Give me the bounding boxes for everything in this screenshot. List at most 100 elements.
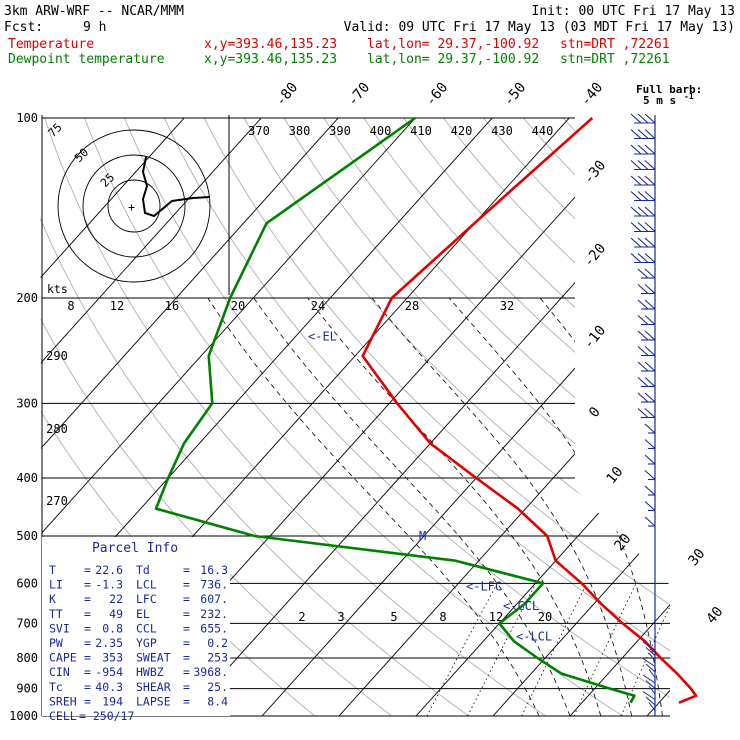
mixing-ratio-label: 20: [231, 299, 245, 313]
wind-barb: [630, 222, 642, 232]
hodograph-ring-25: [107, 179, 161, 233]
wind-barb: [644, 454, 656, 465]
parcel-equals: =: [183, 607, 190, 621]
theta-label: 390: [329, 124, 351, 138]
parcel-key: PW: [49, 636, 63, 650]
barb-key-title: Full barb:: [636, 83, 702, 96]
wind-barb: [644, 175, 656, 186]
mixing-ratio-label: 12: [110, 299, 124, 313]
level-marker: <-EL: [308, 330, 337, 344]
parcel-level-markers: <-EL M <-LFC<-CCL <-LCL: [308, 330, 552, 644]
wind-barb: [637, 175, 649, 186]
wind-barb: [637, 253, 649, 263]
barb-key-exponent: -1: [684, 92, 694, 101]
barb-key: Full barb: 5 m s -1: [636, 83, 702, 107]
theta-label: 410: [410, 124, 432, 138]
wind-barb: [637, 346, 649, 356]
parcel-value: 253: [207, 651, 228, 665]
level-marker: <-LFC: [466, 579, 502, 593]
isotherm-label: -30: [581, 158, 610, 188]
parcel-value: 607.: [200, 592, 228, 606]
wind-barb: [637, 268, 649, 279]
wind-barb: [644, 423, 656, 434]
wind-barb: [637, 284, 649, 294]
header: 3km ARW-WRF -- NCAR/MMM Init: 00 UTC Fri…: [4, 4, 735, 67]
dry-adiabat: [163, 117, 670, 716]
isotherm-label: 30: [685, 546, 708, 569]
theta-label: 370: [248, 124, 270, 138]
mixing-ratio-label: 5: [390, 610, 397, 624]
init-time: Init: 00 UTC Fri 17 May 13: [532, 4, 736, 19]
wind-barb: [637, 361, 649, 372]
theta-label: 290: [46, 349, 68, 363]
temperature-location: x,y=393.46,135.23: [204, 37, 337, 52]
parcel-key: SHEAR: [136, 680, 171, 694]
wind-barb: [642, 658, 656, 667]
wind-barb: [630, 206, 642, 217]
wind-barb: [644, 408, 656, 418]
hodograph-label-50: 50: [72, 145, 92, 165]
mixing-ratio-label: 8: [439, 610, 446, 624]
wind-barb: [642, 691, 656, 700]
wind-barb: [644, 315, 656, 325]
parcel-key: CCL: [136, 621, 157, 635]
theta-label: 430: [491, 124, 513, 138]
forecast-hour: 9 h: [83, 20, 106, 35]
isotherm-line: [724, 118, 740, 716]
parcel-value: 3968.: [193, 665, 228, 679]
parcel-equals: =: [183, 636, 190, 650]
isotherm-line: [415, 117, 670, 716]
isotherm-line: [338, 117, 670, 716]
wind-barb: [644, 222, 656, 232]
wind-barb: [630, 129, 642, 139]
parcel-key: LCL: [136, 578, 157, 592]
wind-barb: [637, 160, 649, 170]
temperature-legend: Temperature: [8, 37, 94, 52]
hodograph-label-75: 75: [45, 120, 65, 140]
hodograph-ring-75: [57, 129, 211, 283]
theta-label: 400: [370, 124, 392, 138]
wind-barb: [644, 191, 656, 201]
parcel-equals: =: [183, 694, 190, 708]
parcel-info-title: Parcel Info: [92, 541, 178, 556]
wind-barb: [630, 113, 642, 124]
parcel-value: 40.3: [95, 680, 123, 694]
mixing-ratio-line: [467, 583, 537, 716]
parcel-key: LI: [49, 578, 63, 592]
parcel-info-panel: Parcel Info T = 22.6 Td = 16.3 LI = -1.3 LCL = 736.…: [42, 537, 230, 723]
moist-adiabat: [730, 298, 740, 716]
parcel-value: 194: [102, 694, 123, 708]
pressure-label-300: 300: [16, 396, 38, 410]
parcel-equals: =: [183, 621, 190, 635]
hodograph: 75 50 25 + kts: [45, 115, 230, 296]
dewpoint-legend: Dewpoint temperature: [8, 52, 165, 67]
parcel-equals: =: [84, 592, 91, 606]
temperature-station: stn=DRT ,72261: [560, 37, 670, 52]
wind-barb: [644, 439, 656, 449]
wind-barb: [644, 253, 656, 263]
isotherm-label: 40: [703, 604, 726, 627]
isotherm-line: [492, 117, 670, 716]
parcel-equals: =: [84, 636, 91, 650]
wind-barb: [644, 129, 656, 139]
wind-barb: [637, 377, 649, 387]
wind-barb: [637, 315, 649, 325]
parcel-key: CAPE: [49, 651, 77, 665]
isotherm-line: [40, 117, 262, 716]
hodograph-label-25: 25: [98, 170, 118, 190]
mixing-ratio-line: [426, 583, 498, 716]
parcel-value: 49: [109, 607, 123, 621]
pressure-label-200: 200: [16, 291, 38, 305]
parcel-key: EL: [136, 607, 150, 621]
wind-barb: [648, 702, 656, 711]
dewpoint-latlon: lat,lon= 29.37,-100.92: [367, 52, 539, 67]
theta-label: 440: [532, 124, 554, 138]
parcel-value: -954: [95, 665, 123, 679]
wind-barb: [644, 330, 656, 341]
parcel-value: 232.: [200, 607, 228, 621]
hodograph-trace: [141, 156, 211, 218]
wind-barb: [637, 129, 649, 139]
wind-barb: [630, 144, 642, 155]
parcel-key: LFC: [136, 592, 157, 606]
wind-barbs: [630, 113, 656, 716]
